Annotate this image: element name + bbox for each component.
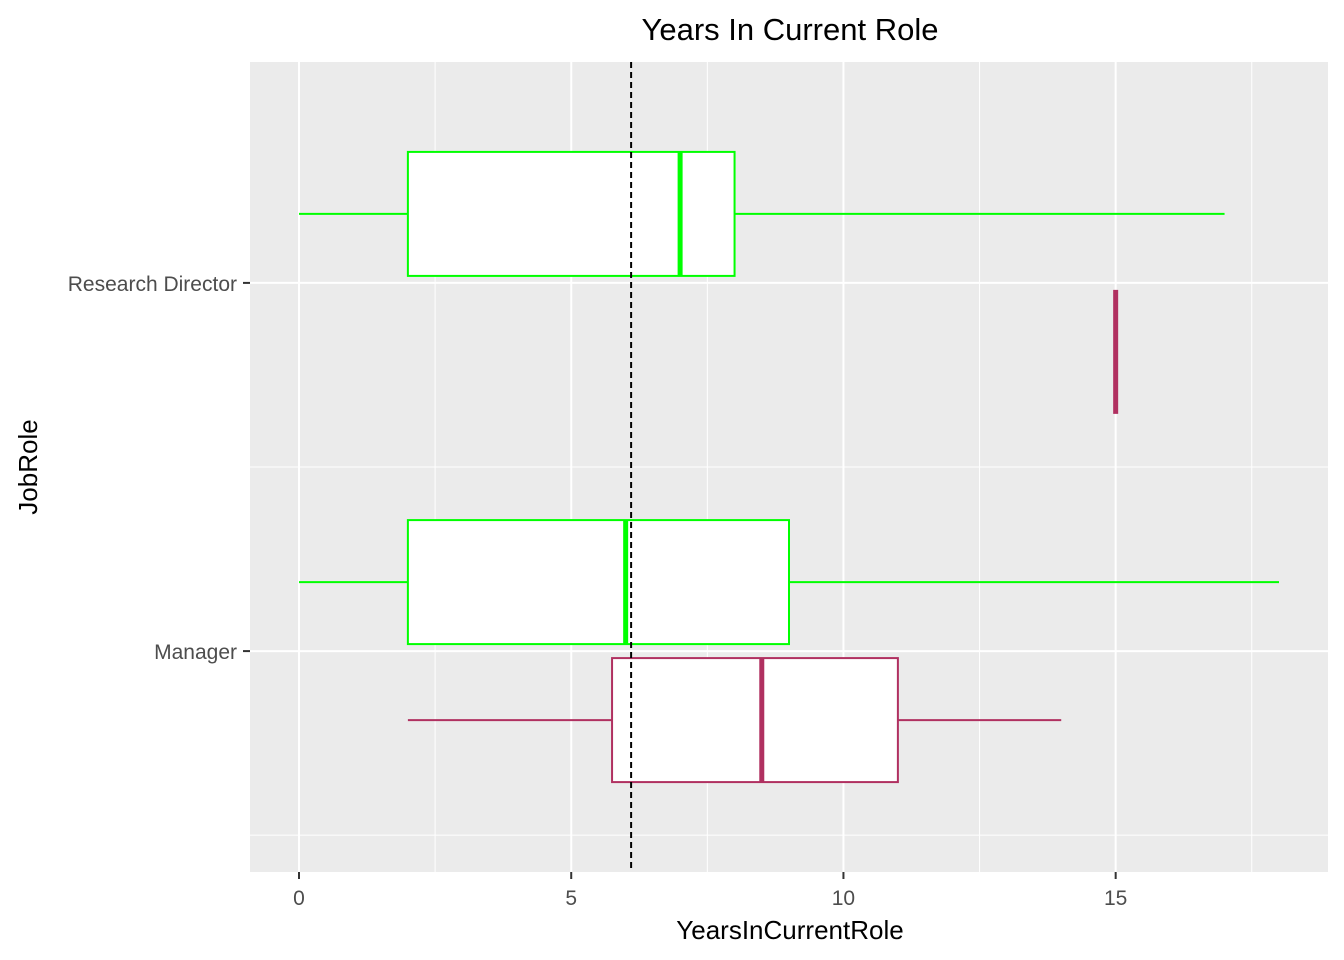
boxes [299,150,1279,784]
box-manager-lower [407,657,1062,784]
box-body [611,657,899,784]
y-axis-ticks: Research Director Manager [68,273,250,664]
box-manager-upper [299,519,1279,646]
chart-title: Years In Current Role [642,12,939,47]
box-body [406,150,736,277]
y-tick-label: Research Director [68,273,237,296]
x-tick-label: 5 [565,887,577,910]
box-research-director-upper [299,150,1225,277]
x-tick-label: 10 [832,887,855,910]
y-tick-label: Manager [154,641,237,664]
x-axis-ticks: 0 5 10 15 [293,872,1127,910]
box-body [406,519,790,646]
x-tick-label: 15 [1104,887,1127,910]
x-tick-label: 0 [293,887,305,910]
x-axis-title: YearsInCurrentRole [676,915,903,945]
y-axis-title: JobRole [13,419,43,514]
